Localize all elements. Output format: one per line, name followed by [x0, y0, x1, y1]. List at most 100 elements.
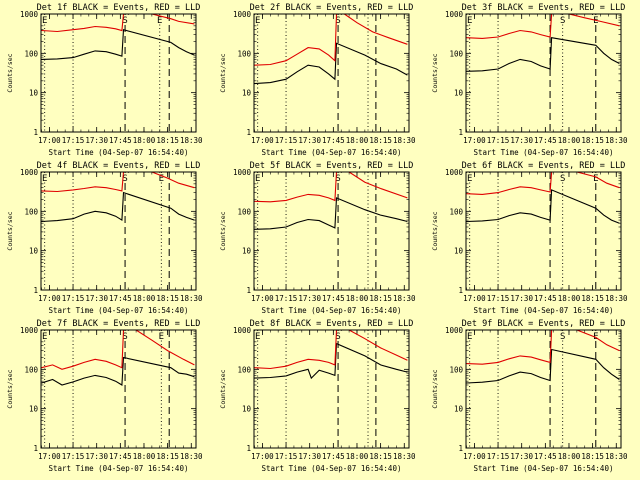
marker-label: E — [159, 174, 164, 184]
marker-label: S — [560, 332, 565, 342]
x-axis-label: Start Time (04-Sep-07 16:54:40) — [474, 148, 614, 157]
x-tick-label: 18:15 — [581, 452, 604, 461]
lld-series-line — [254, 14, 408, 66]
x-tick-label: 17:45 — [534, 452, 557, 461]
x-tick-label: 18:30 — [180, 136, 203, 145]
x-tick-label: 17:45 — [109, 136, 132, 145]
y-tick-label: 10 — [242, 247, 252, 256]
chart-title: Det 7f BLACK = Events, RED = LLD — [37, 319, 201, 329]
lld-series-line — [466, 14, 620, 39]
x-tick-label: 17:30 — [510, 136, 533, 145]
y-axis-label: Counts/sec — [6, 369, 14, 408]
marker-label-box — [121, 15, 130, 24]
lld-series-line — [41, 14, 195, 33]
marker-label: E — [255, 174, 260, 184]
lld-series-line — [41, 172, 195, 193]
marker-label: E — [593, 174, 598, 184]
y-tick-label: 1 — [33, 128, 38, 137]
y-tick-label: 1000 — [445, 10, 464, 19]
marker-label-box — [40, 173, 49, 182]
plot-frame — [253, 13, 410, 133]
y-axis-label: Counts/sec — [431, 53, 439, 92]
x-tick-label: 17:30 — [298, 294, 321, 303]
y-tick-label: 100 — [24, 49, 38, 58]
y-tick-label: 100 — [237, 365, 251, 374]
x-tick-label: 18:15 — [581, 136, 604, 145]
lld-series-line — [254, 330, 408, 370]
events-series-line — [41, 356, 195, 386]
marker-label-box — [157, 331, 166, 340]
y-tick-label: 10 — [454, 89, 464, 98]
y-axis-label: Counts/sec — [431, 211, 439, 250]
panel-det-8: Det 8f BLACK = Events, RED = LLD Counts/s… — [219, 319, 416, 473]
marker-label: S — [335, 174, 340, 184]
marker-label: S — [122, 174, 127, 184]
marker-label-box — [465, 173, 474, 182]
y-tick-label: 10 — [29, 89, 39, 98]
y-tick-label: 1 — [246, 286, 251, 295]
y-tick-label: 1000 — [20, 10, 39, 19]
events-series-line — [254, 197, 408, 230]
chart-title: Det 8f BLACK = Events, RED = LLD — [250, 319, 414, 329]
x-axis-label: Start Time (04-Sep-07 16:54:40) — [49, 306, 189, 315]
x-tick-label: 18:00 — [346, 452, 369, 461]
x-tick-label: 17:45 — [534, 294, 557, 303]
y-tick-label: 10 — [454, 247, 464, 256]
chart-title: Det 6f BLACK = Events, RED = LLD — [462, 161, 626, 171]
chart-title: Det 1f BLACK = Events, RED = LLD — [37, 3, 201, 13]
x-tick-label: 17:45 — [322, 136, 345, 145]
x-tick-label: 17:15 — [62, 294, 85, 303]
x-tick-label: 18:15 — [369, 294, 392, 303]
x-tick-label: 18:00 — [558, 136, 581, 145]
panel-det-9: Det 9f BLACK = Events, RED = LLD Counts/s… — [431, 319, 628, 473]
y-tick-label: 100 — [449, 207, 463, 216]
marker-label-box — [334, 15, 343, 24]
marker-label: E — [467, 174, 472, 184]
marker-label-box — [121, 173, 130, 182]
x-axis-label: Start Time (04-Sep-07 16:54:40) — [262, 306, 402, 315]
x-tick-label: 17:45 — [322, 294, 345, 303]
x-tick-label: 18:30 — [393, 452, 416, 461]
y-axis-label: Counts/sec — [219, 369, 227, 408]
events-series-line — [254, 342, 408, 380]
x-tick-label: 18:00 — [133, 452, 156, 461]
marker-label: S — [560, 16, 565, 26]
lld-series-line — [254, 172, 408, 203]
x-tick-label: 17:30 — [85, 452, 108, 461]
chart-title: Det 4f BLACK = Events, RED = LLD — [37, 161, 201, 171]
events-series-line — [254, 42, 408, 85]
x-tick-label: 17:00 — [463, 294, 486, 303]
x-axis-label: Start Time (04-Sep-07 16:54:40) — [262, 464, 402, 473]
y-tick-label: 100 — [449, 49, 463, 58]
x-tick-label: 17:45 — [109, 294, 132, 303]
x-axis-label: Start Time (04-Sep-07 16:54:40) — [49, 148, 189, 157]
x-tick-label: 17:00 — [38, 294, 61, 303]
x-tick-label: 17:00 — [463, 452, 486, 461]
marker-label: E — [42, 174, 47, 184]
x-tick-label: 18:15 — [156, 136, 179, 145]
panel-det-1: Det 1f BLACK = Events, RED = LLD Counts/s… — [6, 3, 203, 157]
marker-label-box — [558, 173, 567, 182]
marker-label: E — [42, 332, 47, 342]
lld-series-line — [466, 172, 620, 195]
marker-label-box — [121, 331, 130, 340]
events-series-line — [466, 189, 620, 224]
x-tick-label: 17:15 — [62, 452, 85, 461]
chart-title: Det 3f BLACK = Events, RED = LLD — [462, 3, 626, 13]
x-tick-label: 17:45 — [534, 136, 557, 145]
marker-label-box — [253, 15, 262, 24]
events-series-line — [466, 37, 620, 72]
x-tick-label: 17:00 — [251, 452, 274, 461]
x-tick-label: 17:15 — [275, 294, 298, 303]
marker-label-box — [155, 15, 164, 24]
x-tick-label: 17:30 — [510, 294, 533, 303]
y-tick-label: 1000 — [20, 326, 39, 335]
y-tick-label: 10 — [454, 405, 464, 414]
x-tick-label: 18:15 — [369, 136, 392, 145]
y-tick-label: 100 — [24, 365, 38, 374]
chart-title: Det 5f BLACK = Events, RED = LLD — [250, 161, 414, 171]
chart-title: Det 2f BLACK = Events, RED = LLD — [250, 3, 414, 13]
plot-frame — [253, 329, 410, 449]
x-axis-label: Start Time (04-Sep-07 16:54:40) — [474, 306, 614, 315]
x-axis-label: Start Time (04-Sep-07 16:54:40) — [262, 148, 402, 157]
